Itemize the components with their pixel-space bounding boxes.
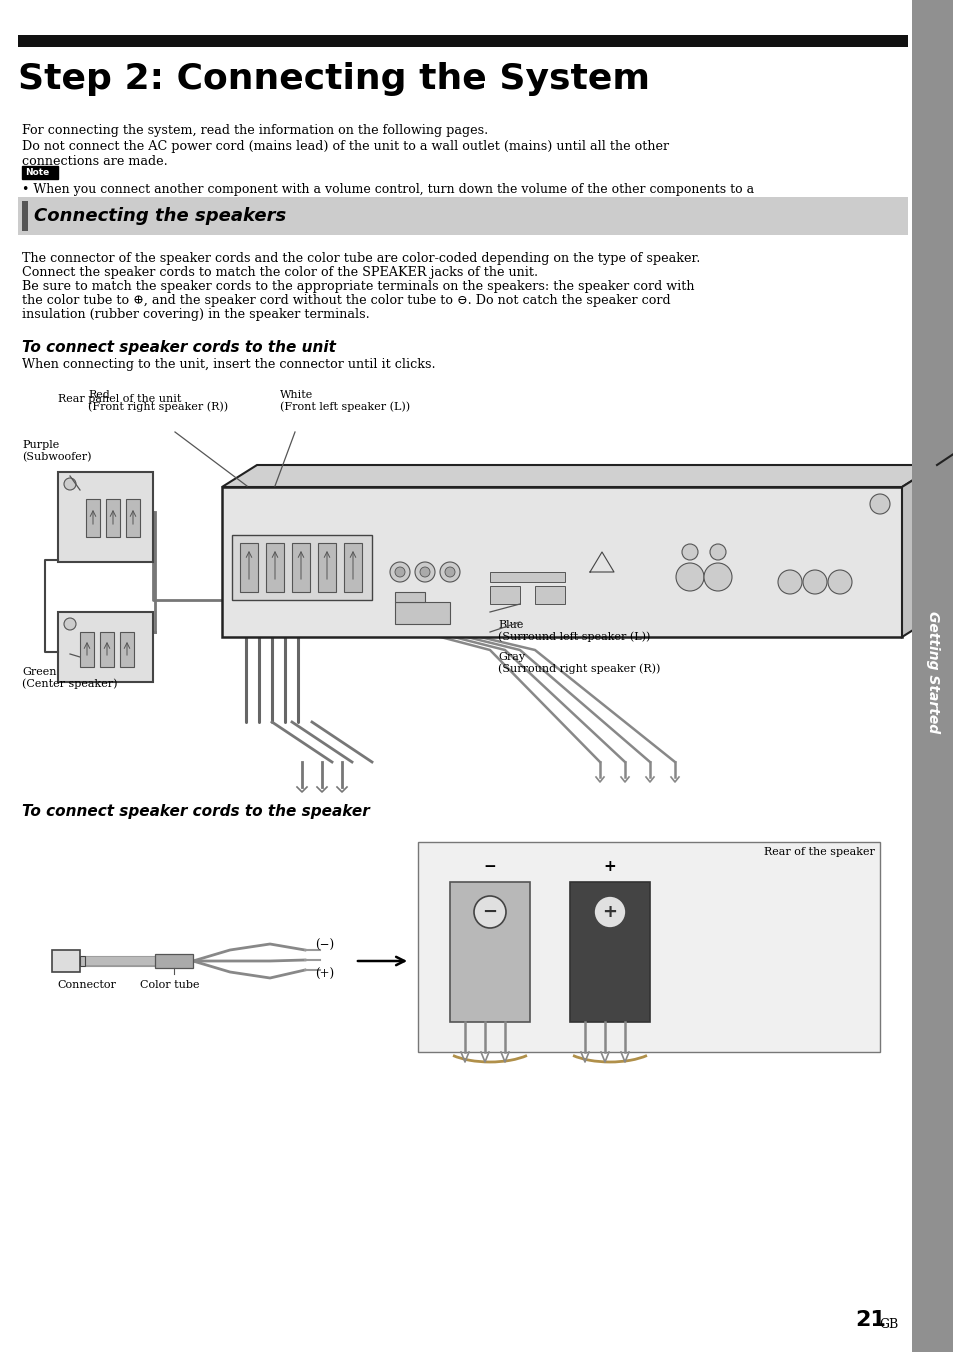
Bar xyxy=(344,544,361,592)
Text: To connect speaker cords to the speaker: To connect speaker cords to the speaker xyxy=(22,804,370,819)
Text: Connecting the speakers: Connecting the speakers xyxy=(34,207,286,224)
Text: +: + xyxy=(603,859,616,873)
Bar xyxy=(154,955,193,968)
Circle shape xyxy=(802,571,826,594)
Bar xyxy=(120,631,133,667)
Text: level where sound is not distorted.: level where sound is not distorted. xyxy=(30,197,250,210)
Polygon shape xyxy=(901,465,936,637)
Text: For connecting the system, read the information on the following pages.: For connecting the system, read the info… xyxy=(22,124,488,137)
Bar xyxy=(490,585,519,604)
Text: Connector: Connector xyxy=(57,980,115,990)
Bar xyxy=(58,612,152,681)
Circle shape xyxy=(415,562,435,581)
Text: Color tube: Color tube xyxy=(140,980,199,990)
Bar xyxy=(292,544,310,592)
Bar xyxy=(395,602,450,625)
Bar xyxy=(58,472,152,562)
Text: 21: 21 xyxy=(854,1310,885,1330)
Text: Note: Note xyxy=(25,168,50,177)
Text: connections are made.: connections are made. xyxy=(22,155,168,168)
Text: (+): (+) xyxy=(314,968,334,980)
Bar xyxy=(18,35,907,47)
Text: −: − xyxy=(483,859,496,873)
Text: Blue
(Surround left speaker (L)): Blue (Surround left speaker (L)) xyxy=(497,621,650,642)
Bar xyxy=(569,882,649,1022)
Text: GB: GB xyxy=(878,1317,898,1330)
Bar xyxy=(22,166,58,178)
Bar xyxy=(86,499,100,537)
Circle shape xyxy=(390,562,410,581)
Bar xyxy=(100,631,113,667)
Text: +: + xyxy=(602,903,617,921)
Text: White
(Front left speaker (L)): White (Front left speaker (L)) xyxy=(280,389,410,412)
Polygon shape xyxy=(222,465,936,487)
Circle shape xyxy=(709,544,725,560)
Bar xyxy=(395,592,424,602)
Bar xyxy=(222,487,901,637)
Text: Red
(Front right speaker (R)): Red (Front right speaker (R)) xyxy=(88,389,228,412)
Bar xyxy=(126,499,140,537)
Circle shape xyxy=(419,566,430,577)
Bar xyxy=(18,197,907,235)
Bar xyxy=(80,631,94,667)
Circle shape xyxy=(827,571,851,594)
Text: Be sure to match the speaker cords to the appropriate terminals on the speakers:: Be sure to match the speaker cords to th… xyxy=(22,280,694,293)
Text: Do not connect the AC power cord (mains lead) of the unit to a wall outlet (main: Do not connect the AC power cord (mains … xyxy=(22,141,668,153)
Bar xyxy=(240,544,257,592)
Circle shape xyxy=(474,896,505,927)
Text: Rear of the speaker: Rear of the speaker xyxy=(763,846,874,857)
Circle shape xyxy=(444,566,455,577)
Text: Getting Started: Getting Started xyxy=(925,611,939,733)
Bar xyxy=(911,0,953,1352)
Bar xyxy=(490,572,564,581)
Circle shape xyxy=(439,562,459,581)
Text: Connect the speaker cords to match the color of the SPEAKER jacks of the unit.: Connect the speaker cords to match the c… xyxy=(22,266,537,279)
Text: the color tube to ⊕, and the speaker cord without the color tube to ⊖. Do not ca: the color tube to ⊕, and the speaker cor… xyxy=(22,293,670,307)
Text: Green
(Center speaker): Green (Center speaker) xyxy=(22,667,117,690)
Text: Step 2: Connecting the System: Step 2: Connecting the System xyxy=(18,62,649,96)
Text: Rear panel of the unit: Rear panel of the unit xyxy=(58,393,181,404)
Bar xyxy=(232,535,372,600)
Circle shape xyxy=(395,566,405,577)
Bar xyxy=(52,950,80,972)
Bar xyxy=(106,499,120,537)
Bar xyxy=(317,544,335,592)
Circle shape xyxy=(676,562,703,591)
Circle shape xyxy=(778,571,801,594)
Circle shape xyxy=(64,618,76,630)
Circle shape xyxy=(594,896,625,927)
Text: −: − xyxy=(482,903,497,921)
Text: Purple
(Subwoofer): Purple (Subwoofer) xyxy=(22,439,91,462)
Text: • When you connect another component with a volume control, turn down the volume: • When you connect another component wit… xyxy=(22,183,753,196)
Text: To connect speaker cords to the unit: To connect speaker cords to the unit xyxy=(22,339,335,356)
Bar xyxy=(266,544,284,592)
Text: When connecting to the unit, insert the connector until it clicks.: When connecting to the unit, insert the … xyxy=(22,358,436,370)
Text: (−): (−) xyxy=(314,938,334,952)
Circle shape xyxy=(681,544,698,560)
Circle shape xyxy=(64,479,76,489)
Bar xyxy=(535,585,564,604)
Bar xyxy=(450,882,530,1022)
Text: Gray
(Surround right speaker (R)): Gray (Surround right speaker (R)) xyxy=(497,652,659,675)
Circle shape xyxy=(869,493,889,514)
Text: The connector of the speaker cords and the color tube are color-coded depending : The connector of the speaker cords and t… xyxy=(22,251,700,265)
Text: insulation (rubber covering) in the speaker terminals.: insulation (rubber covering) in the spea… xyxy=(22,308,370,320)
Bar xyxy=(417,842,879,1052)
Bar xyxy=(80,956,85,965)
Bar xyxy=(22,201,28,231)
Circle shape xyxy=(703,562,731,591)
